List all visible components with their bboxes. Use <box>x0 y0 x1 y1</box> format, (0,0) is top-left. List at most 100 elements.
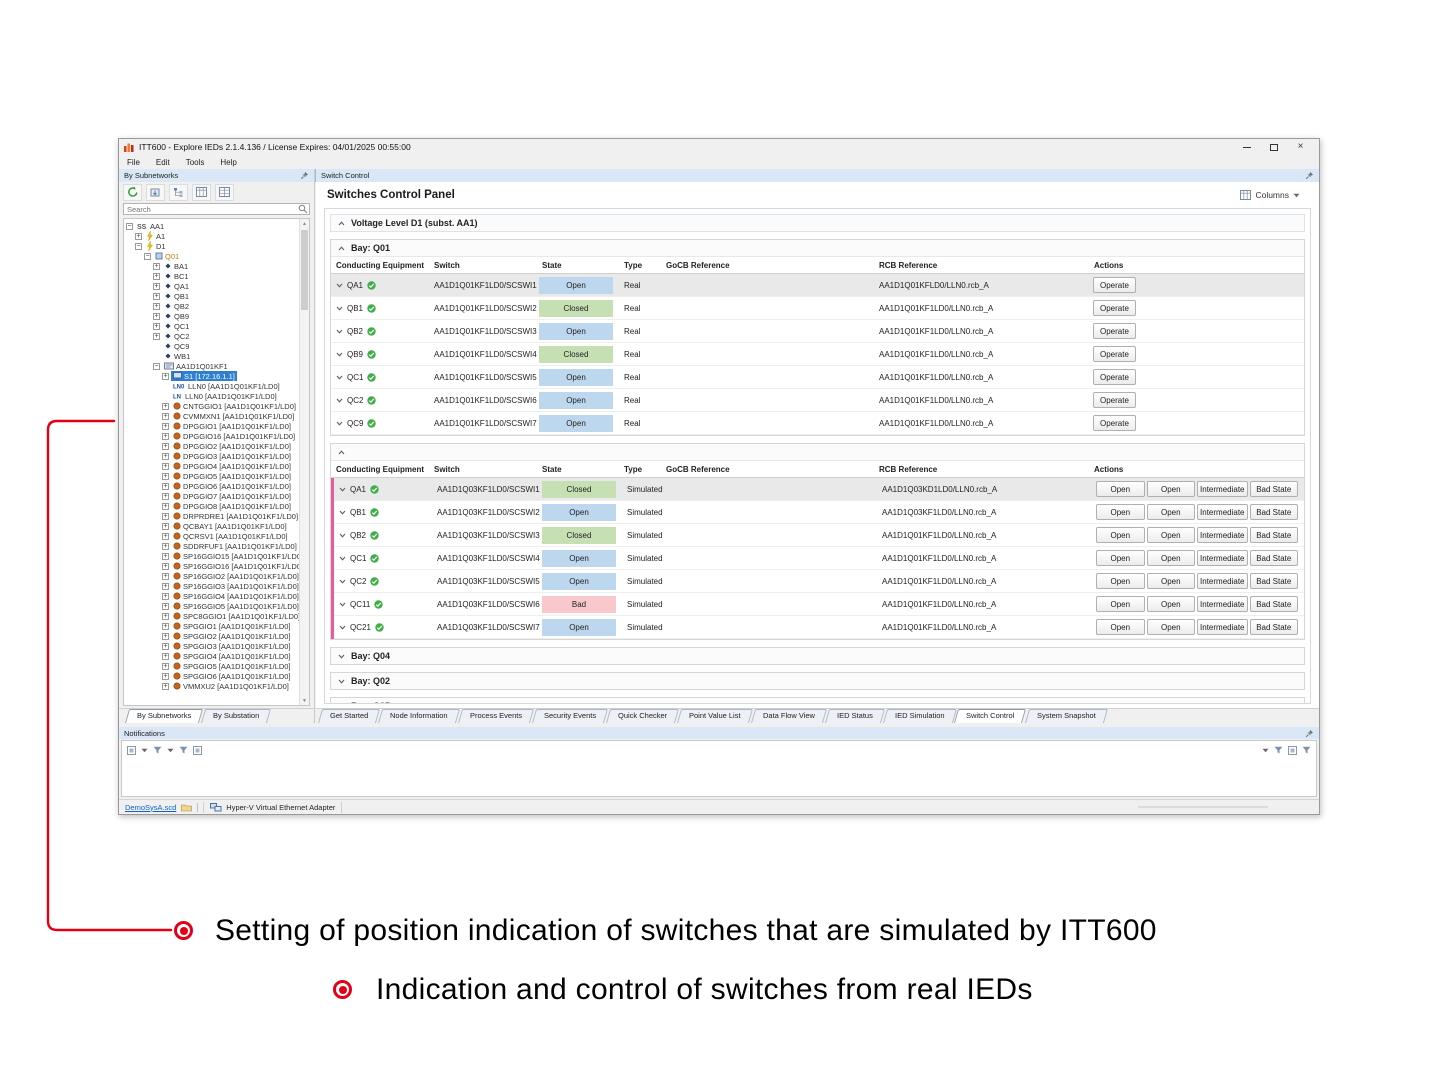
tab-by-substation[interactable]: By Substation <box>201 709 272 723</box>
tree-item[interactable]: + SPGGIO4 [AA1D1Q01KF1/LD0] <box>124 651 299 661</box>
collapse-icon[interactable]: − <box>153 362 160 370</box>
action-button-open[interactable]: Open <box>1146 596 1196 612</box>
tree-item[interactable]: + BC1 <box>124 271 299 281</box>
caret-down-icon[interactable] <box>167 748 174 753</box>
expand-icon[interactable]: + <box>162 542 169 550</box>
tab-ied-status[interactable]: IED Status <box>824 709 885 723</box>
tree-item[interactable]: + QCRSV1 [AA1D1Q01KF1/LD0] <box>124 531 299 541</box>
tree-item[interactable]: + DPGGIO7 [AA1D1Q01KF1/LD0] <box>124 491 299 501</box>
tree-item[interactable]: − SS AA1 <box>124 221 299 231</box>
collapse-icon[interactable]: − <box>126 222 133 230</box>
expand-icon[interactable]: + <box>153 332 160 340</box>
table-row[interactable]: QC2 AA1D1Q01KF1LD0/SCSWI6 Open Real AA1D1Q01… <box>331 389 1304 412</box>
action-button-open[interactable]: Open <box>1096 573 1145 589</box>
action-button-bad-state[interactable]: Bad State <box>1249 596 1299 612</box>
action-button-bad-state[interactable]: Bad State <box>1249 481 1299 497</box>
search-input[interactable] <box>123 203 310 215</box>
action-button-intermediate[interactable]: Intermediate <box>1197 619 1248 635</box>
tree-item[interactable]: + QB2 <box>124 301 299 311</box>
tree-item[interactable]: + SP16GGIO5 [AA1D1Q01KF1/LD0] <box>124 601 299 611</box>
tab-point-value-list[interactable]: Point Value List <box>677 709 753 723</box>
tree-scrollbar[interactable]: ▲ ▼ <box>299 219 309 705</box>
tree-item[interactable]: + SDDRFUF1 [AA1D1Q01KF1/LD0] <box>124 541 299 551</box>
table-row[interactable]: QC1 AA1D1Q03KF1LD0/SCSWI4 Open Simulated AA1… <box>334 547 1304 570</box>
tab-process-events[interactable]: Process Events <box>457 709 535 723</box>
tree-item[interactable]: + DPGGIO16 [AA1D1Q01KF1/LD0] <box>124 431 299 441</box>
expand-icon[interactable]: + <box>162 432 169 440</box>
tree-item[interactable]: + SP16GGIO15 [AA1D1Q01KF1/LD0] <box>124 551 303 561</box>
tree-item[interactable]: + CVMMXN1 [AA1D1Q01KF1/LD0] <box>124 411 299 421</box>
expand-icon[interactable]: + <box>153 292 160 300</box>
expand-icon[interactable]: + <box>162 452 169 460</box>
tab-quick-checker[interactable]: Quick Checker <box>606 709 680 723</box>
tree-item[interactable]: + QA1 <box>124 281 299 291</box>
tree-item[interactable]: − D1 <box>124 241 299 251</box>
action-button-intermediate[interactable]: Intermediate <box>1197 504 1248 520</box>
tree-item[interactable]: + DRPRDRE1 [AA1D1Q01KF1/LD0] <box>124 511 299 521</box>
tree-item[interactable]: + SPGGIO3 [AA1D1Q01KF1/LD0] <box>124 641 299 651</box>
expand-icon[interactable]: + <box>162 372 169 380</box>
column-header[interactable]: State <box>542 464 562 474</box>
table-row[interactable]: QB2 AA1D1Q03KF1LD0/SCSWI3 Closed Simulated A… <box>334 524 1304 547</box>
tree-item[interactable]: + S1 [172.16.1.1] <box>124 371 299 381</box>
chevron-down-icon[interactable] <box>336 421 343 426</box>
chevron-down-icon[interactable] <box>339 510 346 515</box>
expand-icon[interactable]: + <box>135 232 142 240</box>
tree-item[interactable]: + SPGGIO1 [AA1D1Q01KF1/LD0] <box>124 621 299 631</box>
expand-icon[interactable]: + <box>162 602 169 610</box>
column-header[interactable]: GoCB Reference <box>666 260 730 270</box>
expand-icon[interactable]: + <box>162 562 169 570</box>
expand-icon[interactable]: + <box>162 492 169 500</box>
toolbar-subscribe-button[interactable] <box>146 183 165 201</box>
action-button-open[interactable]: Open <box>1096 550 1145 566</box>
table-row[interactable]: QB9 AA1D1Q01KF1LD0/SCSWI4 Closed Real AA1D1Q… <box>331 343 1304 366</box>
action-button-open[interactable]: Open <box>1096 596 1145 612</box>
voltage-level-section-header[interactable]: Voltage Level D1 (subst. AA1) <box>330 214 1305 232</box>
bay-section-header[interactable]: Bay: Q04 <box>331 648 1304 664</box>
bay-section-header[interactable]: Bay: Q05 <box>331 698 1304 703</box>
scroll-up-icon[interactable]: ▲ <box>302 220 307 227</box>
action-button-operate[interactable]: Operate <box>1093 415 1136 431</box>
toolbar-refresh-button[interactable] <box>123 183 142 201</box>
action-button-intermediate[interactable]: Intermediate <box>1197 481 1248 497</box>
chevron-down-icon[interactable] <box>339 556 346 561</box>
tab-security-events[interactable]: Security Events <box>532 709 609 723</box>
expand-icon[interactable]: + <box>162 512 169 520</box>
action-button-open[interactable]: Open <box>1096 619 1145 635</box>
action-button-intermediate[interactable]: Intermediate <box>1197 596 1248 612</box>
tree-item[interactable]: + QB9 <box>124 311 299 321</box>
action-button-open[interactable]: Open <box>1096 481 1145 497</box>
tree-item[interactable]: LN0 LLN0 [AA1D1Q01KF1/LD0] <box>124 381 299 391</box>
expand-icon[interactable]: + <box>162 522 169 530</box>
action-button-intermediate[interactable]: Intermediate <box>1197 550 1248 566</box>
expand-icon[interactable]: + <box>162 622 169 630</box>
bay-section-header[interactable] <box>331 444 1304 460</box>
collapse-icon[interactable]: − <box>144 252 151 260</box>
selection-box-icon[interactable] <box>1288 746 1297 755</box>
expand-icon[interactable]: + <box>162 442 169 450</box>
table-row[interactable]: QB2 AA1D1Q01KF1LD0/SCSWI3 Open Real AA1D1Q01… <box>331 320 1304 343</box>
tab-node-information[interactable]: Node Information <box>378 709 460 723</box>
menu-item-tools[interactable]: Tools <box>185 157 205 167</box>
menu-item-help[interactable]: Help <box>220 157 237 167</box>
tree-item[interactable]: − AA1D1Q01KF1 <box>124 361 299 371</box>
action-button-open[interactable]: Open <box>1146 619 1196 635</box>
tree-item[interactable]: + DPGGIO4 [AA1D1Q01KF1/LD0] <box>124 461 299 471</box>
tree-item[interactable]: WB1 <box>124 351 299 361</box>
chevron-down-icon[interactable] <box>336 398 343 403</box>
table-row[interactable]: QC1 AA1D1Q01KF1LD0/SCSWI5 Open Real AA1D1Q01… <box>331 366 1304 389</box>
tree-item[interactable]: − Q01 <box>124 251 299 261</box>
chevron-down-icon[interactable] <box>339 602 346 607</box>
folder-icon[interactable] <box>181 803 193 812</box>
action-button-operate[interactable]: Operate <box>1093 369 1136 385</box>
table-row[interactable]: QB1 AA1D1Q03KF1LD0/SCSWI2 Open Simulated AA1… <box>334 501 1304 524</box>
column-header[interactable]: State <box>542 260 562 270</box>
expand-icon[interactable]: + <box>153 272 160 280</box>
column-header[interactable]: Switch <box>434 260 460 270</box>
selection-box-icon[interactable] <box>127 746 136 755</box>
tab-switch-control[interactable]: Switch Control <box>954 709 1027 723</box>
action-button-open[interactable]: Open <box>1096 527 1145 543</box>
tab-get-started[interactable]: Get Started <box>317 709 381 723</box>
column-header[interactable]: Type <box>624 260 643 270</box>
action-button-operate[interactable]: Operate <box>1093 323 1136 339</box>
